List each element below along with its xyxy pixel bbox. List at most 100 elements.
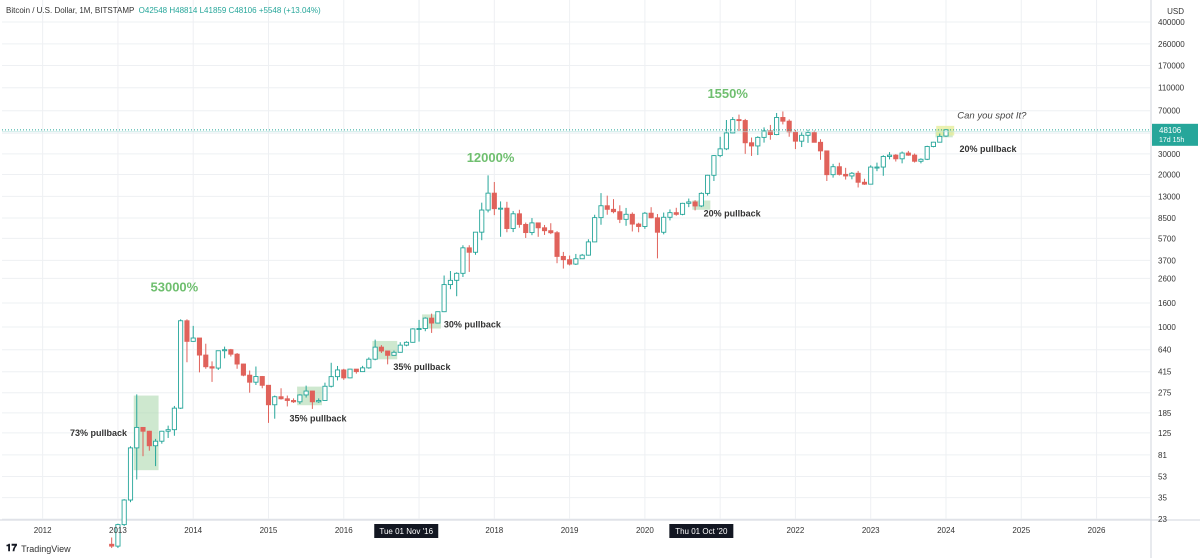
- candle-down: [893, 154, 899, 162]
- candle-up: [479, 202, 485, 241]
- x-tick-label: 2024: [937, 526, 955, 535]
- crosshair-date-label: Tue 01 Nov '16: [379, 527, 433, 536]
- candle-body: [604, 205, 610, 210]
- candle-down: [429, 313, 435, 333]
- candle-body: [184, 320, 190, 342]
- candle-body: [215, 350, 221, 369]
- candle-body: [774, 117, 780, 136]
- candle-body: [767, 130, 773, 136]
- candle-up: [598, 193, 604, 225]
- price-axis: 400000 260000 170000 110000 70000 30000 20000 1…: [1158, 18, 1185, 524]
- candle-up: [472, 231, 479, 255]
- candle-body: [723, 132, 729, 150]
- crosshair-date-box: [374, 524, 439, 538]
- candle-body: [880, 156, 886, 168]
- candle-up: [874, 162, 880, 172]
- y-tick-label: 20000: [1158, 170, 1181, 179]
- candle-down: [466, 245, 472, 272]
- candle-down: [836, 162, 842, 176]
- gain-label: 12000%: [467, 150, 515, 165]
- candle-body: [234, 353, 240, 365]
- tradingview-logo[interactable]: 𝟏𝟕 TradingView: [6, 543, 71, 554]
- candle-up: [454, 272, 460, 297]
- candle-down: [648, 207, 654, 219]
- candle-body: [886, 154, 893, 157]
- candle-down: [291, 398, 297, 403]
- candle-body: [792, 131, 798, 142]
- candle-up: [642, 211, 648, 229]
- pullback-highlights: [133, 125, 955, 471]
- candle-up: [667, 209, 673, 221]
- low-value: L41859: [199, 6, 227, 15]
- currency-label[interactable]: USD: [1167, 7, 1184, 16]
- candle-body: [686, 201, 692, 204]
- x-tick-label: 2025: [1012, 526, 1030, 535]
- candle-up: [460, 245, 466, 277]
- candle-up: [366, 357, 372, 369]
- y-tick-label: 1000: [1158, 323, 1176, 332]
- candle-body: [573, 258, 579, 265]
- candle-body: [410, 328, 416, 343]
- candle-down: [491, 181, 497, 216]
- tradingview-logo-icon: 𝟏𝟕: [6, 543, 18, 554]
- candle-body: [849, 172, 855, 177]
- crosshair-date-label: Thu 01 Oct '20: [675, 527, 728, 536]
- candle-up: [215, 350, 221, 370]
- candle-up: [441, 275, 447, 313]
- candle-body: [429, 317, 435, 324]
- candle-down: [109, 537, 115, 549]
- candle-body: [171, 407, 177, 431]
- candle-up: [868, 165, 874, 185]
- candle-down: [309, 390, 315, 409]
- y-tick-label: 35: [1158, 494, 1167, 503]
- candle-body: [272, 396, 278, 406]
- candle-body: [830, 166, 836, 176]
- candle-body: [460, 247, 466, 274]
- candle-body: [918, 158, 924, 162]
- candle-body: [579, 254, 585, 260]
- candle-down: [240, 363, 246, 377]
- chart-header: Bitcoin / U.S. Dollar, 1M, BITSTAMP O425…: [6, 6, 321, 15]
- candle-up: [297, 394, 303, 405]
- candle-body: [247, 374, 253, 383]
- candle-body: [222, 349, 228, 352]
- candle-down: [636, 222, 642, 233]
- candle-down: [817, 139, 824, 160]
- candle-body: [134, 426, 140, 449]
- candle-down: [629, 212, 635, 232]
- x-tick-label: 2023: [862, 526, 880, 535]
- candle-up: [435, 311, 441, 324]
- candle-body: [159, 430, 165, 442]
- candle-up: [705, 174, 711, 196]
- candle-body: [109, 543, 115, 547]
- candle-body: [391, 351, 397, 356]
- candle-body: [203, 354, 209, 368]
- candle-body: [347, 368, 353, 379]
- candle-body: [592, 217, 598, 243]
- candle-up: [498, 201, 504, 237]
- candle-up: [711, 155, 717, 181]
- candle-body: [560, 255, 566, 261]
- candle-down: [742, 118, 748, 154]
- candle-body: [121, 499, 127, 526]
- y-tick-label: 640: [1158, 346, 1172, 355]
- candle-body: [893, 154, 899, 160]
- candle-down: [567, 255, 573, 266]
- candle-down: [617, 205, 623, 224]
- x-tick-label: 2020: [636, 526, 654, 535]
- candle-body: [617, 211, 623, 220]
- candle-body: [642, 212, 648, 227]
- candle-body: [554, 232, 560, 257]
- candle-body: [541, 227, 548, 232]
- candle-up: [661, 212, 667, 235]
- x-tick-label: 2026: [1088, 526, 1106, 535]
- candle-body: [360, 367, 366, 373]
- candle-up: [774, 112, 780, 136]
- candle-body: [636, 223, 642, 227]
- candle-up: [924, 145, 930, 161]
- candle-down: [284, 395, 290, 407]
- candle-body: [196, 337, 203, 356]
- candle-body: [322, 385, 328, 401]
- candle-body: [498, 207, 504, 210]
